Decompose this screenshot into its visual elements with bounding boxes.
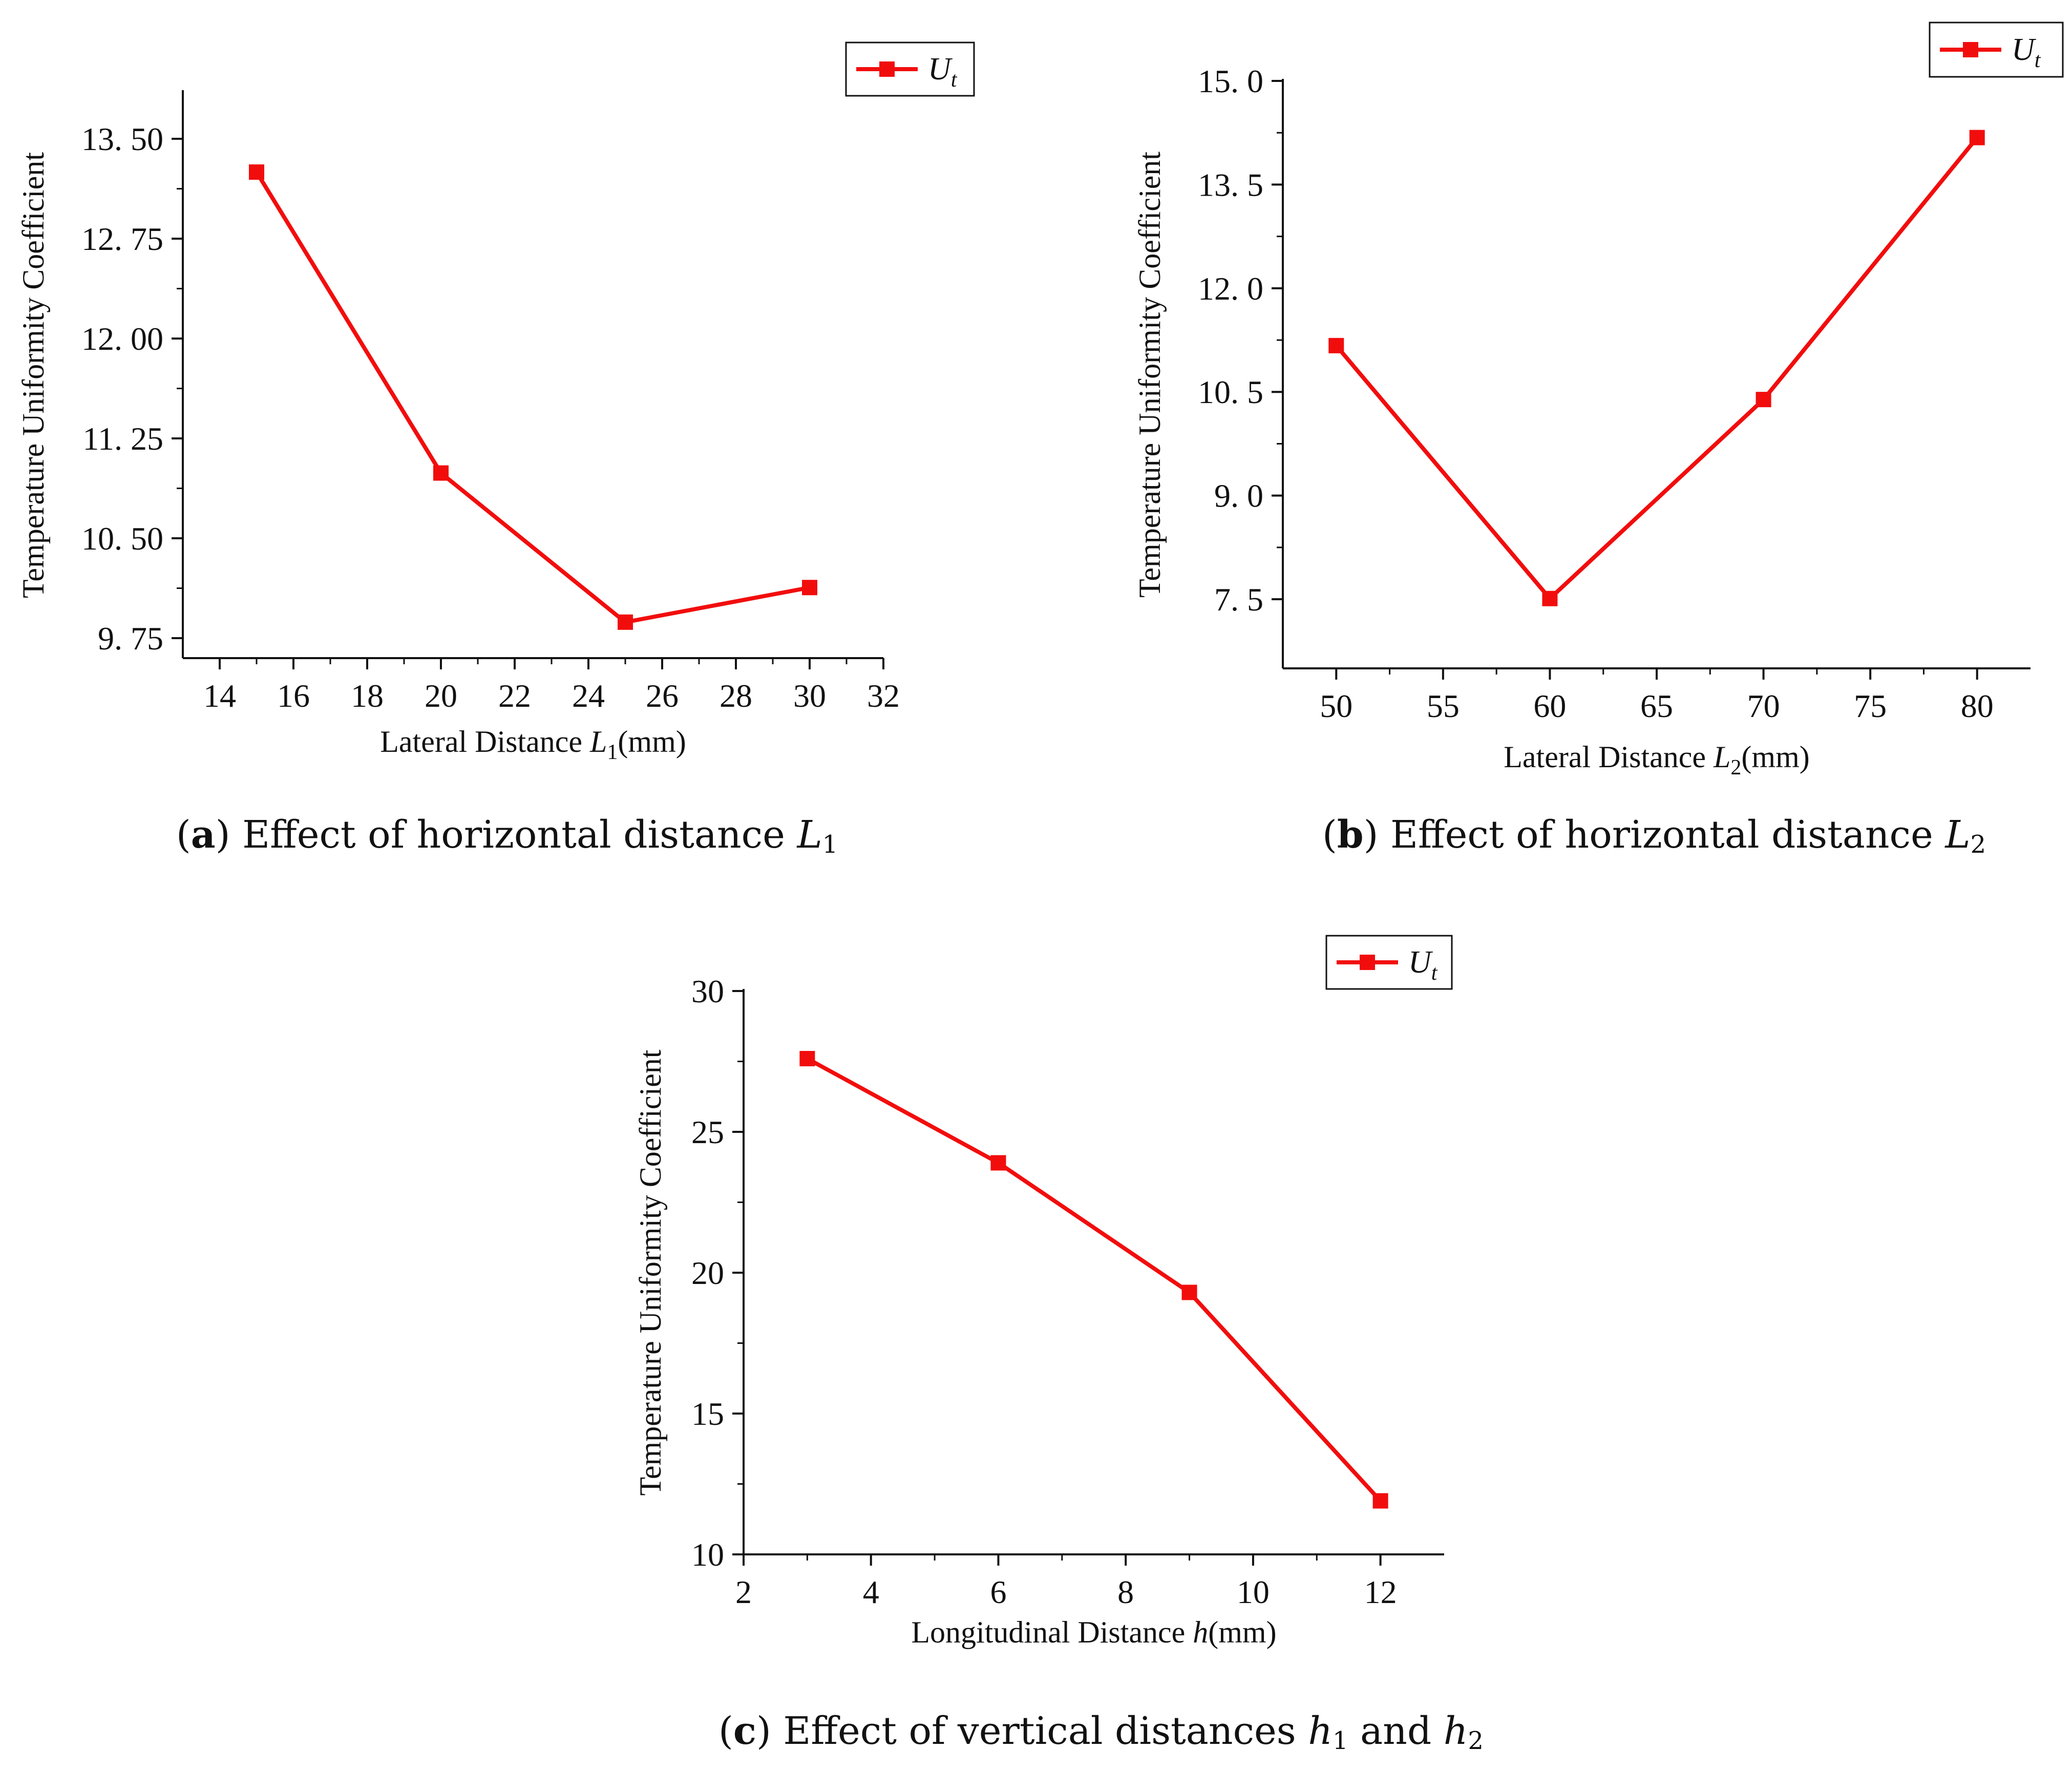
data-point	[1756, 392, 1771, 408]
y-tick-label: 15. 0	[1198, 63, 1263, 99]
y-tick-label: 9. 0	[1214, 478, 1263, 514]
x-tick-label: 50	[1320, 688, 1352, 724]
data-point	[1372, 1493, 1388, 1509]
x-tick-label: 16	[277, 678, 310, 714]
x-tick-label: 65	[1640, 688, 1673, 724]
y-axis-title: Temperature Uniformity Coefficient	[1133, 152, 1167, 598]
y-tick-label: 12. 0	[1198, 270, 1263, 307]
panel-caption: (c) Effect of vertical distances h1 and …	[718, 1709, 1484, 1755]
x-tick-label: 70	[1747, 688, 1780, 724]
y-tick-label: 10. 50	[81, 520, 163, 557]
y-tick-label: 12. 75	[81, 221, 163, 257]
x-axis-title: Longitudinal Distance h(mm)	[911, 1615, 1276, 1649]
x-tick-label: 12	[1364, 1574, 1397, 1610]
y-tick-label: 10. 5	[1198, 374, 1263, 410]
x-axis-title: Lateral Distance L1(mm)	[380, 725, 686, 764]
x-tick-label: 32	[867, 678, 900, 714]
x-tick-label: 18	[351, 678, 384, 714]
y-tick-label: 9. 75	[98, 620, 163, 657]
x-tick-label: 10	[1237, 1574, 1270, 1610]
data-point	[1328, 338, 1344, 353]
x-tick-label: 20	[425, 678, 457, 714]
data-point	[990, 1155, 1006, 1171]
x-tick-label: 75	[1854, 688, 1887, 724]
x-tick-label: 30	[793, 678, 826, 714]
legend-marker	[1360, 955, 1375, 970]
chart-panel-c: 2 4 6 8 10 12 10 15 20 25 30 Temperature Uniformity…	[633, 935, 1484, 1755]
y-tick-label: 10	[691, 1536, 724, 1573]
series-line	[255, 171, 810, 624]
y-tick-label: 15	[691, 1396, 724, 1432]
chart-panel-b: 50 55 60 65 70 75 80 7. 5 9. 0 10. 5 12. 0 13. 5 15.…	[1133, 22, 2064, 859]
panel-caption: (b) Effect of horizontal distance L2	[1322, 813, 1986, 859]
x-tick-label: 26	[646, 678, 679, 714]
data-point	[1542, 591, 1558, 606]
legend: Ut	[845, 41, 975, 97]
legend-label: Ut	[2012, 32, 2041, 72]
y-tick-label: 13. 50	[81, 121, 163, 157]
x-tick-label: 24	[572, 678, 605, 714]
data-point	[1181, 1284, 1197, 1300]
legend: Ut	[1325, 935, 1453, 990]
legend-label: Ut	[1408, 945, 1438, 985]
chart-panel-a: 14 16 18 20 22 24 26 28 30 32 9. 75 10. 50 11. 25 12.…	[16, 41, 975, 859]
legend-label: Ut	[928, 52, 958, 92]
series-line	[1335, 136, 1979, 601]
y-tick-label: 7. 5	[1214, 581, 1263, 618]
legend-marker	[1963, 42, 1978, 57]
panel-caption: (a) Effect of horizontal distance L1	[176, 813, 838, 859]
legend-marker	[879, 61, 895, 77]
x-tick-label: 6	[990, 1574, 1006, 1610]
data-point	[249, 164, 264, 180]
series-line	[806, 1057, 1382, 1503]
data-point	[618, 614, 633, 630]
y-tick-label: 12. 00	[81, 321, 163, 357]
x-tick-label: 8	[1117, 1574, 1134, 1610]
y-tick-label: 25	[691, 1114, 724, 1150]
x-tick-label: 28	[720, 678, 752, 714]
y-tick-label: 30	[691, 973, 724, 1009]
x-tick-label: 80	[1961, 688, 1994, 724]
x-tick-label: 60	[1533, 688, 1566, 724]
y-axis-title: Temperature Uniformity Coefficient	[633, 1049, 667, 1495]
y-tick-label: 20	[691, 1255, 724, 1291]
x-tick-label: 4	[863, 1574, 879, 1610]
x-tick-label: 55	[1427, 688, 1460, 724]
y-tick-label: 13. 5	[1198, 166, 1263, 203]
x-tick-label: 22	[498, 678, 531, 714]
data-point	[802, 580, 817, 596]
data-point	[433, 465, 449, 481]
x-axis-title: Lateral Distance L2(mm)	[1504, 740, 1809, 779]
x-tick-label: 14	[203, 678, 236, 714]
y-tick-label: 11. 25	[82, 420, 163, 457]
data-point	[799, 1051, 815, 1066]
y-axis-title: Temperature Uniformity Coefficient	[16, 152, 50, 598]
x-tick-label: 2	[735, 1574, 752, 1610]
legend: Ut	[1929, 22, 2064, 78]
data-point	[1969, 130, 1985, 145]
